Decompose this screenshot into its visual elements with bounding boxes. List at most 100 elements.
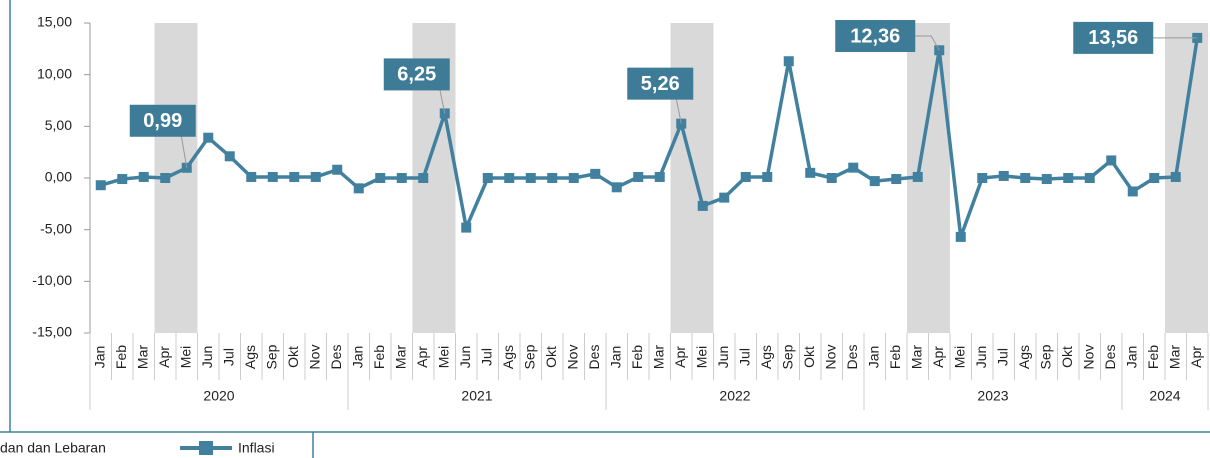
group-label: 2021 [461,388,492,404]
point [1127,186,1138,197]
point [740,171,751,182]
x-tick-label: Mar [1166,345,1182,369]
x-tick-label: Des [844,345,860,370]
y-tick-label: 0,00 [45,169,72,185]
point [590,168,601,179]
point [697,200,708,211]
point [912,171,923,182]
y-tick-label: 5,00 [45,117,72,133]
point [353,183,364,194]
point [547,173,558,183]
point [332,164,343,175]
group-label: 2022 [719,388,750,404]
point [826,173,837,183]
y-tick-label: -5,00 [40,220,72,236]
point [1106,155,1117,166]
point [654,171,665,182]
x-tick-label: Jul [994,348,1010,366]
x-tick-label: Okt [285,346,301,368]
x-tick-label: Feb [629,345,645,369]
point [525,173,536,183]
point [95,180,106,191]
x-tick-label: Mar [392,345,408,369]
point [762,171,773,182]
point [805,167,816,178]
x-tick-label: Nov [1080,345,1096,370]
point [955,231,966,242]
point [1020,173,1031,183]
x-tick-label: Mei [693,346,709,369]
legend-label: dan dan Lebaran [0,440,106,456]
point [267,171,278,182]
y-tick-label: -15,00 [32,324,72,340]
point [891,174,902,185]
point [203,132,214,143]
point [1041,174,1052,185]
x-tick-label: Des [1102,345,1118,370]
x-tick-label: Ags [758,345,774,369]
x-tick-label: Nov [564,345,580,370]
label-box [383,58,450,91]
x-tick-label: Apr [156,346,172,368]
point [869,176,880,187]
point [396,173,407,183]
x-tick-label: Ags [242,345,258,369]
point [138,171,149,182]
point [783,56,794,67]
point [1170,171,1181,182]
label-box [129,104,196,137]
x-tick-label: Jul [478,348,494,366]
x-tick-label: Nov [306,345,322,370]
x-tick-label: Sep [263,344,279,369]
point [719,192,730,203]
group-label: 2020 [203,388,234,404]
leader-line [915,35,940,51]
x-tick-label: Mar [134,345,150,369]
label-box [1073,21,1154,54]
data-label: 5,26 [641,73,680,95]
x-tick-label: Sep [521,344,537,369]
legend-marker [199,441,213,455]
point [1149,173,1160,183]
x-tick-label: Apr [1188,346,1204,368]
x-tick-label: Okt [801,346,817,368]
x-tick-label: Okt [1059,346,1075,368]
point [998,170,1009,181]
label-box [627,67,694,100]
point [461,222,472,233]
x-tick-label: Nov [822,345,838,370]
x-tick-label: Apr [414,346,430,368]
x-tick-label: Ags [500,345,516,369]
x-tick-label: Apr [930,346,946,368]
point [568,173,579,183]
x-tick-label: Mar [908,345,924,369]
x-tick-label: Mei [177,346,193,369]
x-tick-label: Des [328,345,344,370]
x-tick-label: Jun [973,346,989,369]
x-tick-label: Jan [1123,346,1139,369]
shaded-band [1186,23,1208,333]
x-tick-label: Mei [951,346,967,369]
y-tick-label: 15,00 [37,14,72,30]
point [310,171,321,182]
x-tick-label: Feb [887,345,903,369]
x-tick-label: Jan [91,346,107,369]
y-tick-label: 10,00 [37,65,72,81]
shaded-band [176,23,198,333]
y-tick-label: -10,00 [32,272,72,288]
point [848,162,859,173]
x-tick-label: Feb [371,345,387,369]
label-box [835,20,916,52]
point [246,171,257,182]
x-tick-label: Jan [607,346,623,369]
data-label: 13,56 [1088,27,1138,49]
point [289,171,300,182]
x-tick-label: Okt [543,346,559,368]
x-tick-label: Mar [650,345,666,369]
x-tick-label: Apr [672,346,688,368]
point [504,173,515,183]
x-tick-label: Feb [113,345,129,369]
point [1084,173,1095,183]
series-line [100,37,1199,239]
point [977,173,988,183]
